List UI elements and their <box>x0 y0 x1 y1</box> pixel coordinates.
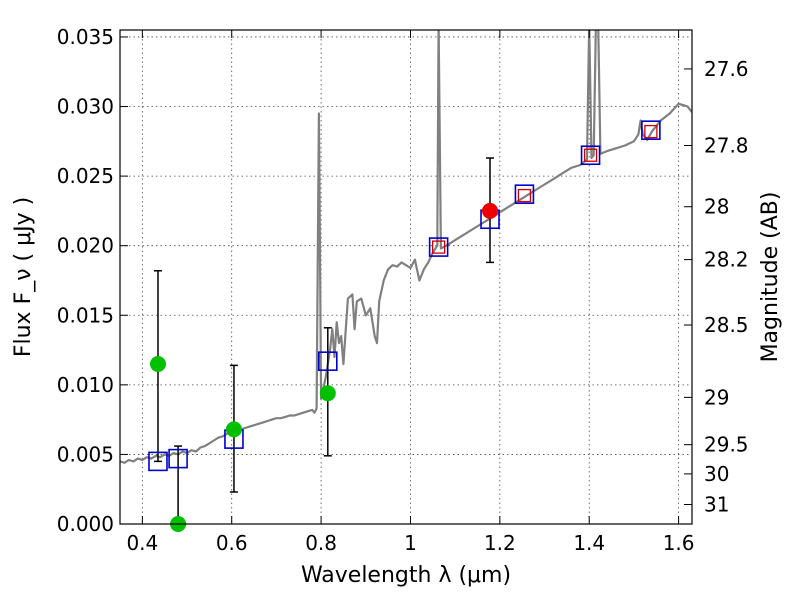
grid-layer <box>120 30 692 525</box>
y-tick-label: 0.000 <box>57 512 114 536</box>
y2-tick-label: 30 <box>704 462 729 486</box>
model-photometry-square <box>148 451 168 472</box>
marker-layer <box>148 120 661 532</box>
observed-flux-point <box>482 202 499 219</box>
y2-tick-label: 31 <box>704 493 729 517</box>
x-tick-label: 1.2 <box>484 531 516 555</box>
y2-tick-label: 28.5 <box>704 313 749 337</box>
series-layer <box>120 30 692 464</box>
sed-model-line <box>120 30 692 464</box>
x-tick-label: 0.6 <box>216 531 248 555</box>
model-photometry-inner-square <box>517 188 532 203</box>
y2-tick-label: 29 <box>704 385 729 409</box>
y-tick-label: 0.015 <box>57 303 114 327</box>
model-photometry-square <box>317 351 338 371</box>
x-tick-label: 1.4 <box>573 531 605 555</box>
y2-tick-label: 27.8 <box>704 133 749 157</box>
model-photometry-square <box>580 145 601 166</box>
y-tick-label: 0.025 <box>57 164 114 188</box>
y2-tick-label: 28 <box>704 195 729 219</box>
x-tick-label: 1 <box>404 531 417 555</box>
y-tick-label: 0.030 <box>57 95 114 119</box>
y2-tick-label: 27.6 <box>704 57 749 81</box>
model-photometry-inner-square <box>644 124 658 139</box>
x-tick-label: 1.6 <box>663 531 695 555</box>
x-tick-label: 0.8 <box>305 531 337 555</box>
y-tick-label: 0.005 <box>57 442 114 466</box>
plot-frame <box>119 29 693 525</box>
observed-flux-point <box>225 421 242 438</box>
y-tick-label: 0.035 <box>57 25 114 49</box>
model-photometry-inner-square <box>583 148 598 162</box>
axis-layer: 0.4 0.6 0.8 1 1.2 1.4 1.6 0.000 0.005 0.010 0.015 0… <box>57 25 749 555</box>
observed-flux-point <box>149 355 166 372</box>
y-tick-label: 0.010 <box>57 373 114 397</box>
y2-tick-label: 28.2 <box>704 248 749 272</box>
y-tick-label: 0.020 <box>57 234 114 258</box>
model-photometry-square <box>168 448 188 469</box>
model-photometry-square <box>641 120 661 140</box>
x-axis-title: Wavelength λ (μm) <box>301 563 511 588</box>
model-photometry-square <box>428 237 449 257</box>
y2-axis-title: Magnitude (AB) <box>758 192 783 363</box>
model-photometry-inner-square <box>431 240 446 254</box>
y-axis-title: Flux F_ν ( μJy ) <box>11 197 36 357</box>
y2-tick-label: 29.5 <box>704 433 749 457</box>
model-photometry-square <box>514 184 535 205</box>
observed-flux-point <box>319 385 336 402</box>
x-tick-label: 0.4 <box>126 531 158 555</box>
